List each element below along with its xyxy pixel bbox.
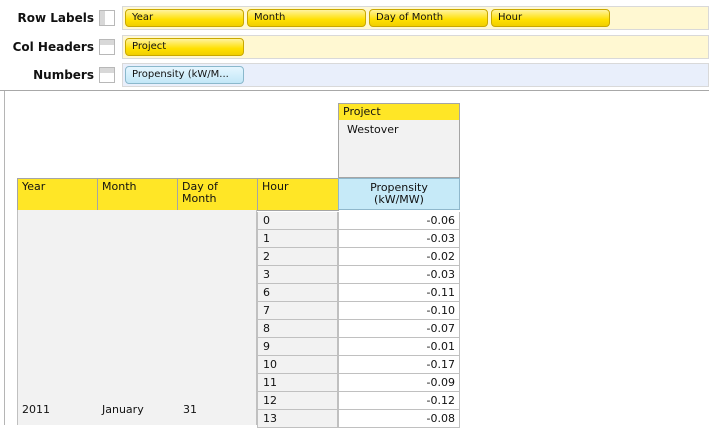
number-chip-propensity[interactable]: Propensity (kW/M...	[125, 66, 244, 84]
hour-cell[interactable]: 7	[257, 302, 338, 320]
value-cell[interactable]: -0.17	[338, 356, 460, 374]
measure-layout-icon[interactable]	[99, 67, 115, 83]
value-cell[interactable]: -0.07	[338, 320, 460, 338]
row-chip-month[interactable]: Month	[247, 9, 366, 27]
config-separator	[0, 90, 709, 91]
month-value[interactable]: January	[102, 403, 144, 416]
value-cell[interactable]: -0.12	[338, 392, 460, 410]
col-headers-label: Col Headers	[12, 40, 94, 54]
row-layout-icon[interactable]	[99, 10, 115, 26]
day-value[interactable]: 31	[183, 403, 197, 416]
row-chip-day-of-month[interactable]: Day of Month	[369, 9, 488, 27]
numbers-well[interactable]: Propensity (kW/M...	[122, 63, 709, 87]
value-cell[interactable]: -0.09	[338, 374, 460, 392]
hour-cell[interactable]: 6	[257, 284, 338, 302]
hour-cell[interactable]: 11	[257, 374, 338, 392]
col-headers-well[interactable]: Project	[122, 35, 709, 59]
measure-header-propensity[interactable]: Propensity (kW/MW)	[338, 178, 460, 210]
row-labels-config: Row Labels Year Month Day of Month Hour	[0, 6, 709, 32]
col-header-project[interactable]: Project	[338, 103, 460, 121]
hour-cell[interactable]: 10	[257, 356, 338, 374]
hour-cell[interactable]: 2	[257, 248, 338, 266]
numbers-label: Numbers	[33, 68, 94, 82]
row-chip-hour[interactable]: Hour	[491, 9, 610, 27]
year-row-area	[17, 210, 98, 425]
hour-cell[interactable]: 1	[257, 230, 338, 248]
row-header-hour[interactable]: Hour	[257, 178, 339, 211]
hour-cell[interactable]: 13	[257, 410, 338, 428]
value-cell[interactable]: -0.10	[338, 302, 460, 320]
row-labels-well[interactable]: Year Month Day of Month Hour	[122, 6, 709, 30]
day-row-area	[177, 210, 257, 425]
month-row-area	[97, 210, 178, 425]
col-header-value-box: Westover	[338, 120, 460, 178]
hour-cell[interactable]: 3	[257, 266, 338, 284]
value-cell[interactable]: -0.03	[338, 230, 460, 248]
value-cell[interactable]: -0.08	[338, 410, 460, 428]
row-chip-year[interactable]: Year	[125, 9, 244, 27]
hour-cell[interactable]: 12	[257, 392, 338, 410]
col-value-westover[interactable]: Westover	[347, 123, 399, 136]
row-header-month[interactable]: Month	[97, 178, 178, 211]
year-value[interactable]: 2011	[22, 403, 50, 416]
grid-left-border	[4, 91, 5, 425]
value-cell[interactable]: -0.06	[338, 212, 460, 230]
row-labels-label: Row Labels	[17, 11, 94, 25]
col-chip-project[interactable]: Project	[125, 38, 244, 56]
hour-cell[interactable]: 8	[257, 320, 338, 338]
row-header-year[interactable]: Year	[17, 178, 98, 211]
value-cell[interactable]: -0.02	[338, 248, 460, 266]
row-header-day-of-month[interactable]: Day of Month	[177, 178, 258, 211]
col-headers-config: Col Headers Project	[0, 35, 709, 61]
value-cell[interactable]: -0.03	[338, 266, 460, 284]
value-cell[interactable]: -0.11	[338, 284, 460, 302]
column-layout-icon[interactable]	[99, 39, 115, 55]
numbers-config: Numbers Propensity (kW/M...	[0, 63, 709, 89]
hour-cell[interactable]: 9	[257, 338, 338, 356]
hour-cell[interactable]: 0	[257, 212, 338, 230]
value-cell[interactable]: -0.01	[338, 338, 460, 356]
pivot-config-area: Row Labels Year Month Day of Month Hour …	[0, 0, 709, 90]
